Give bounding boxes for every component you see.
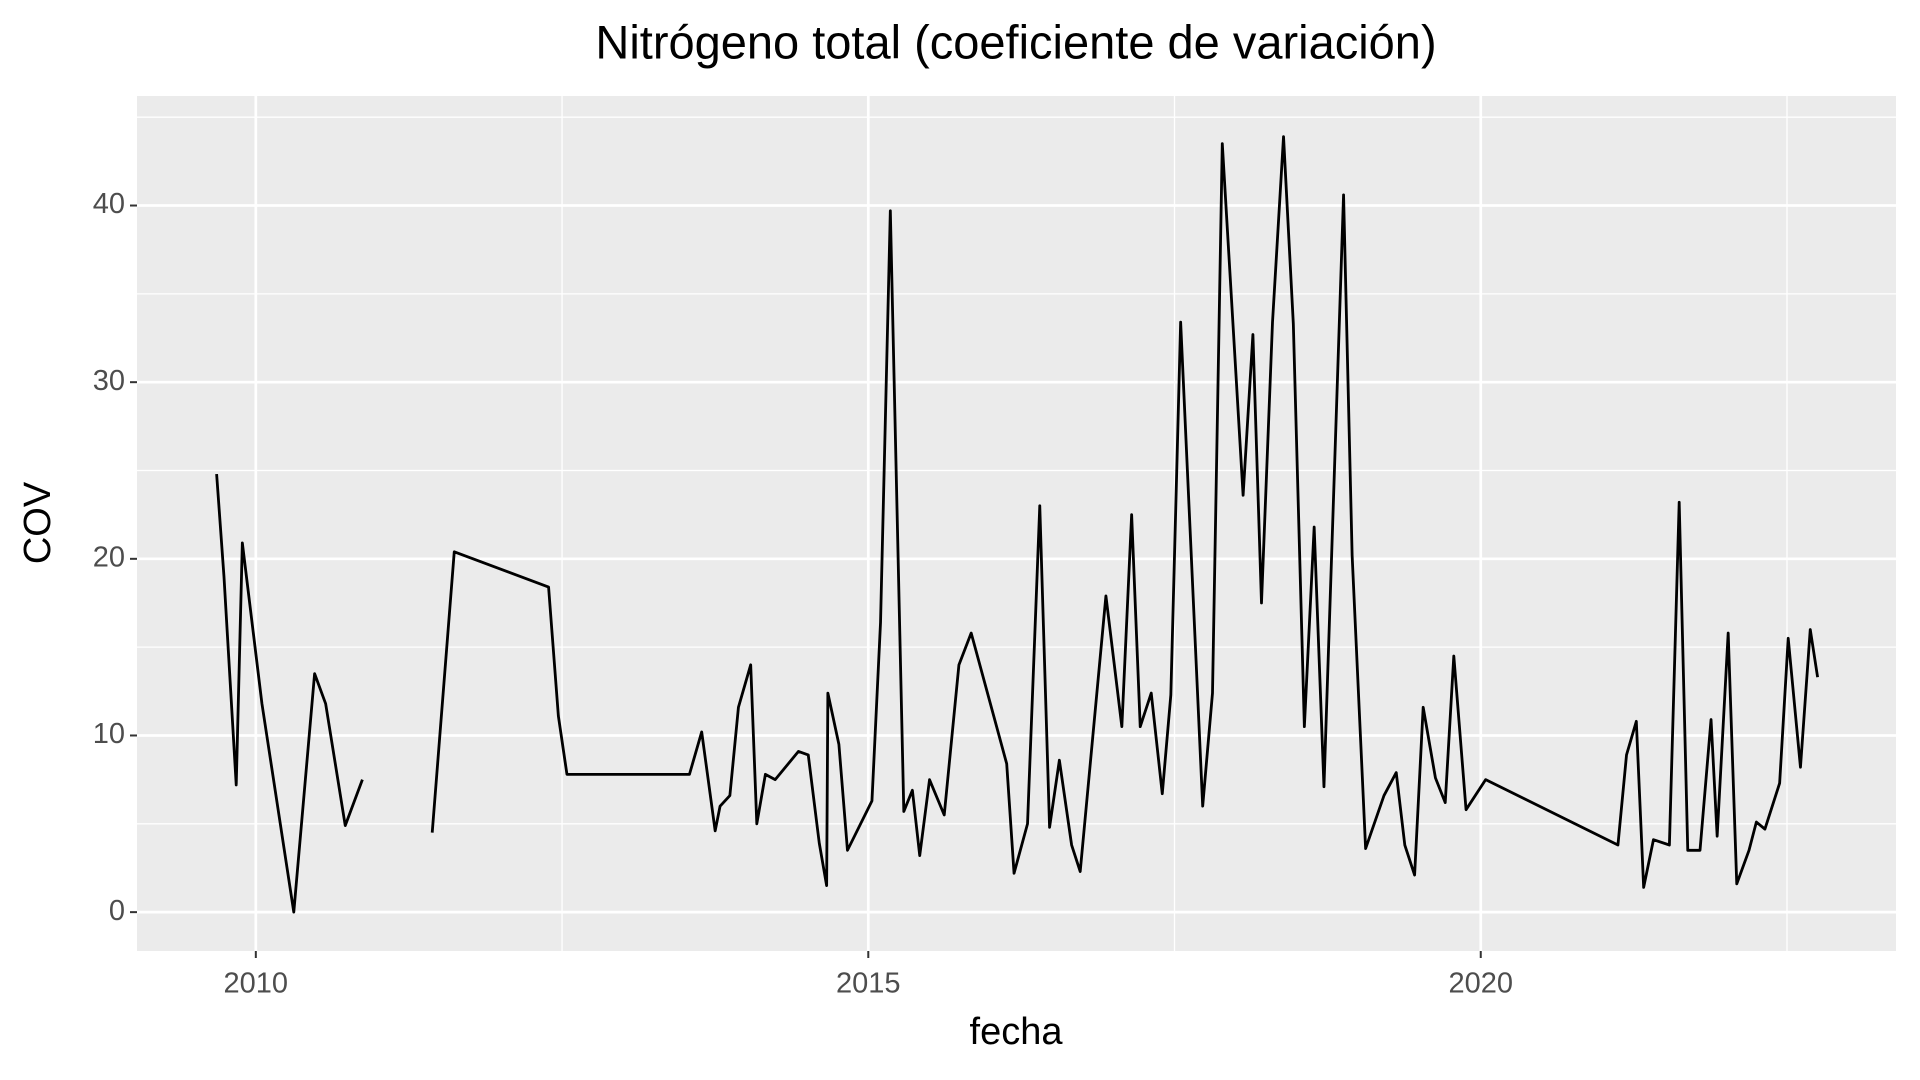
plot-panel <box>137 96 1896 951</box>
y-tick-label: 30 <box>93 365 125 397</box>
y-tick-label: 10 <box>93 718 125 750</box>
x-tick-label: 2010 <box>224 968 289 1000</box>
y-tick-label: 40 <box>93 188 125 220</box>
y-axis-label: COV <box>17 481 59 564</box>
data-line <box>215 135 1819 914</box>
y-tick-label: 20 <box>93 541 125 573</box>
chart-title: Nitrógeno total (coeficiente de variació… <box>595 15 1436 68</box>
y-tick-label: 0 <box>109 895 125 927</box>
x-tick-label: 2020 <box>1448 968 1513 1000</box>
x-axis-label: fecha <box>970 1011 1064 1053</box>
x-tick-label: 2015 <box>836 968 901 1000</box>
